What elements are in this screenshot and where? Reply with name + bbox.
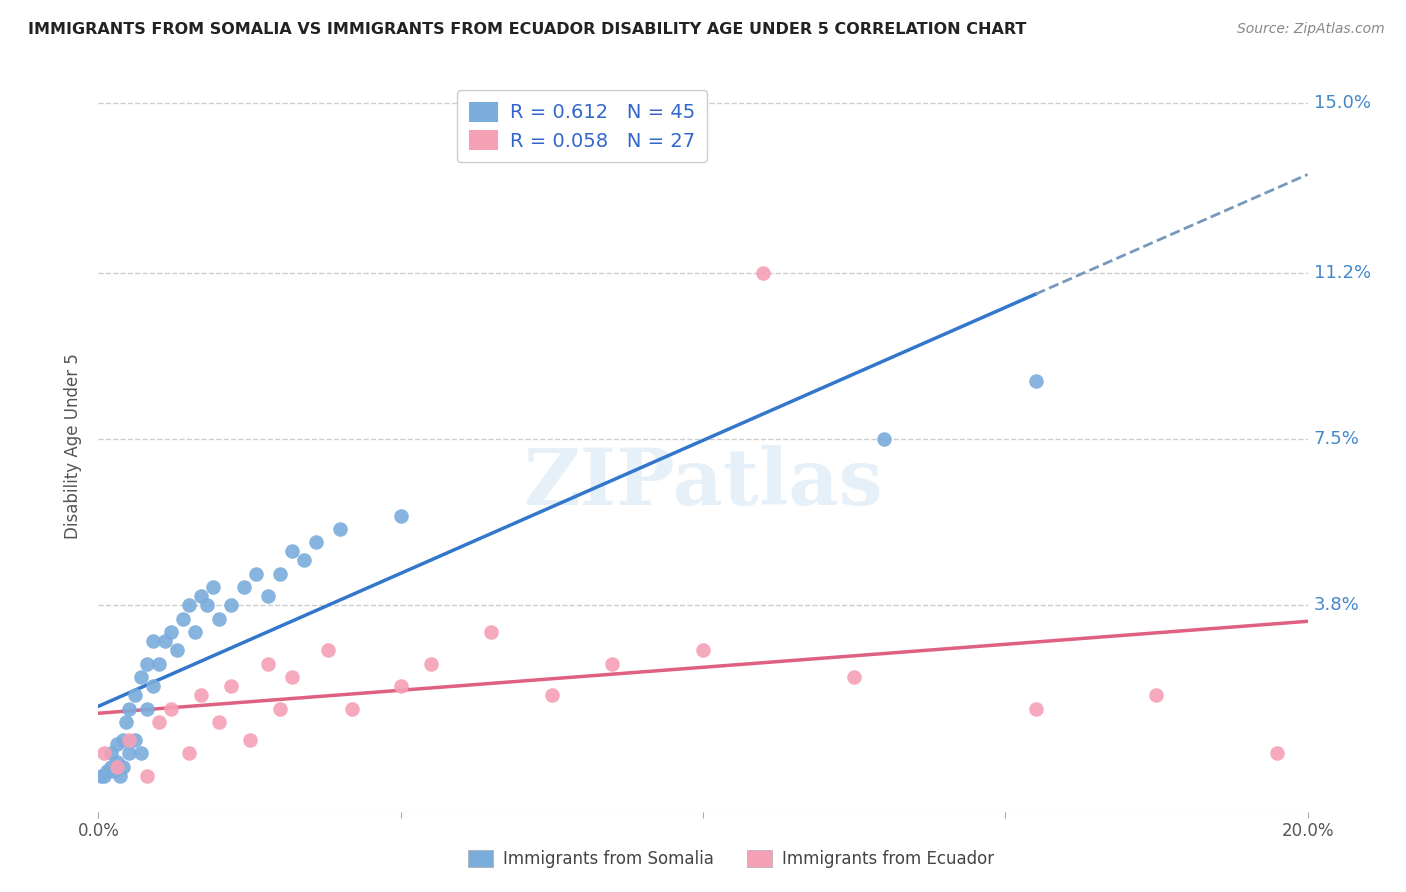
Point bbox=[752, 266, 775, 280]
Point bbox=[269, 701, 291, 715]
Legend: R = 0.612   N = 45, R = 0.058   N = 27: R = 0.612 N = 45, R = 0.058 N = 27 bbox=[457, 90, 707, 162]
Point bbox=[269, 566, 291, 581]
Point bbox=[148, 657, 170, 671]
Point bbox=[179, 747, 201, 761]
Point bbox=[602, 657, 624, 671]
Point bbox=[256, 590, 278, 604]
Point bbox=[105, 738, 128, 752]
Point bbox=[111, 760, 134, 774]
Point bbox=[108, 769, 131, 783]
Point bbox=[93, 769, 115, 783]
Point bbox=[124, 688, 146, 702]
Point bbox=[305, 535, 328, 549]
Point bbox=[202, 580, 225, 594]
Text: Source: ZipAtlas.com: Source: ZipAtlas.com bbox=[1237, 22, 1385, 37]
Point bbox=[111, 733, 134, 747]
Point bbox=[135, 657, 157, 671]
Point bbox=[93, 747, 115, 761]
Point bbox=[239, 733, 262, 747]
Point bbox=[389, 508, 412, 523]
Point bbox=[232, 580, 254, 594]
Point bbox=[208, 612, 231, 626]
Point bbox=[389, 679, 412, 693]
Point bbox=[208, 714, 231, 729]
Point bbox=[179, 599, 201, 613]
Point bbox=[1144, 688, 1167, 702]
Point bbox=[160, 701, 183, 715]
Point bbox=[118, 701, 141, 715]
Point bbox=[118, 747, 141, 761]
Point bbox=[129, 670, 152, 684]
Point bbox=[100, 747, 122, 761]
Point bbox=[135, 701, 157, 715]
Point bbox=[221, 679, 243, 693]
Point bbox=[1024, 701, 1046, 715]
Point bbox=[481, 625, 503, 640]
Point bbox=[190, 590, 212, 604]
Point bbox=[129, 747, 152, 761]
Point bbox=[873, 432, 896, 446]
Point bbox=[420, 657, 443, 671]
Point bbox=[1024, 374, 1046, 388]
Point bbox=[90, 769, 112, 783]
Legend: Immigrants from Somalia, Immigrants from Ecuador: Immigrants from Somalia, Immigrants from… bbox=[461, 843, 1001, 875]
Point bbox=[153, 634, 176, 648]
Point bbox=[135, 769, 157, 783]
Point bbox=[221, 599, 243, 613]
Point bbox=[172, 612, 194, 626]
Point bbox=[1267, 747, 1289, 761]
Point bbox=[184, 625, 207, 640]
Point bbox=[292, 553, 315, 567]
Point bbox=[96, 764, 118, 779]
Point bbox=[540, 688, 562, 702]
Text: 3.8%: 3.8% bbox=[1313, 596, 1360, 615]
Point bbox=[124, 733, 146, 747]
Point bbox=[103, 764, 125, 779]
Point bbox=[281, 544, 304, 558]
Point bbox=[160, 625, 183, 640]
Point bbox=[148, 714, 170, 729]
Text: IMMIGRANTS FROM SOMALIA VS IMMIGRANTS FROM ECUADOR DISABILITY AGE UNDER 5 CORREL: IMMIGRANTS FROM SOMALIA VS IMMIGRANTS FR… bbox=[28, 22, 1026, 37]
Point bbox=[142, 634, 165, 648]
Text: 11.2%: 11.2% bbox=[1313, 264, 1371, 282]
Point bbox=[256, 657, 278, 671]
Point bbox=[100, 760, 122, 774]
Point bbox=[844, 670, 866, 684]
Point bbox=[195, 599, 218, 613]
Point bbox=[692, 643, 714, 657]
Point bbox=[245, 566, 267, 581]
Text: ZIPatlas: ZIPatlas bbox=[523, 444, 883, 521]
Point bbox=[329, 522, 352, 536]
Point bbox=[281, 670, 304, 684]
Y-axis label: Disability Age Under 5: Disability Age Under 5 bbox=[65, 353, 83, 539]
Text: 7.5%: 7.5% bbox=[1313, 430, 1360, 449]
Point bbox=[190, 688, 212, 702]
Point bbox=[105, 756, 128, 770]
Point bbox=[105, 760, 128, 774]
Point bbox=[342, 701, 364, 715]
Point bbox=[114, 714, 136, 729]
Point bbox=[166, 643, 188, 657]
Point bbox=[316, 643, 339, 657]
Point bbox=[142, 679, 165, 693]
Point bbox=[118, 733, 141, 747]
Text: 15.0%: 15.0% bbox=[1313, 94, 1371, 112]
